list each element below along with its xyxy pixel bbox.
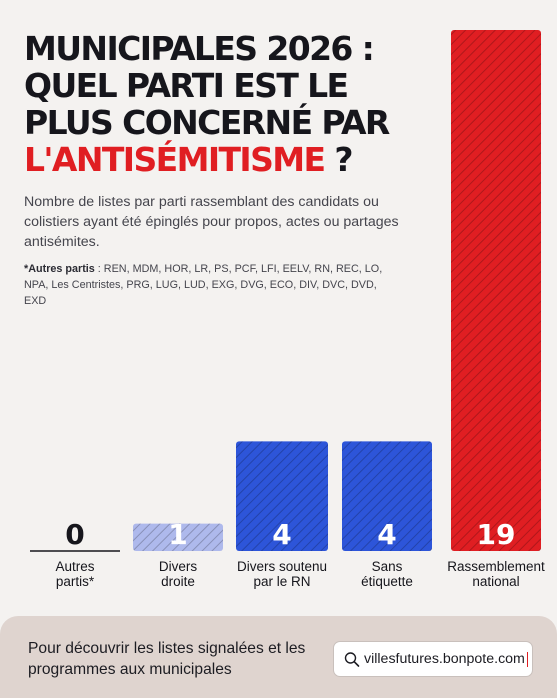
bar-1 [133,523,223,551]
category-label-4: Rassemblement national [447,559,545,589]
chart-title: MUNICIPALES 2026 : QUEL PARTI EST LE PLU… [24,30,444,178]
footer-banner: Pour découvrir les listes signalées et l… [0,616,557,698]
website-search-field[interactable]: villesfutures.bonpote.com [333,641,533,677]
bar-chart: 0 1 4 4 19 Autres partis* Divers droite Divers s… [30,30,545,589]
bar-2 [236,441,328,551]
category-label-1: Divers droite [159,559,198,589]
footnote-text: : REN, MDM, HOR, LR, PS, PCF, LFI, EELV,… [24,263,383,307]
bar-4 [451,30,541,551]
bar-hatch [342,441,432,551]
footnote-label: *Autres partis [24,263,95,275]
bar-hatch [236,441,328,551]
text-cursor [526,651,528,667]
footnote: *Autres partis : REN, MDM, HOR, LR, PS, … [24,261,384,309]
bar-hatch [133,523,223,551]
data-label-1: 1 [168,518,187,551]
data-label-3: 4 [377,518,396,551]
title-line-1: MUNICIPALES 2026 : [24,29,375,68]
data-label-0: 0 [65,518,84,551]
search-icon [344,652,360,667]
bar-hatch [451,30,541,551]
title-line-2: QUEL PARTI EST LE [24,66,349,105]
website-url: villesfutures.bonpote.com [364,651,525,667]
bar-3 [342,441,432,551]
footer-text: Pour découvrir les listes signalées et l… [28,640,306,678]
category-label-3: Sans étiquette [361,559,413,589]
title-end: ? [324,140,353,179]
chart-subtitle: Nombre de listes par parti rassemblant d… [24,194,399,250]
title-accent: L'ANTISÉMITISME [24,140,326,179]
data-label-2: 4 [272,518,291,551]
category-label-0: Autres partis* [55,559,94,589]
category-label-2: Divers soutenu par le RN [237,559,327,589]
data-label-4: 19 [477,518,516,551]
title-line-3: PLUS CONCERNÉ PAR [24,103,390,142]
